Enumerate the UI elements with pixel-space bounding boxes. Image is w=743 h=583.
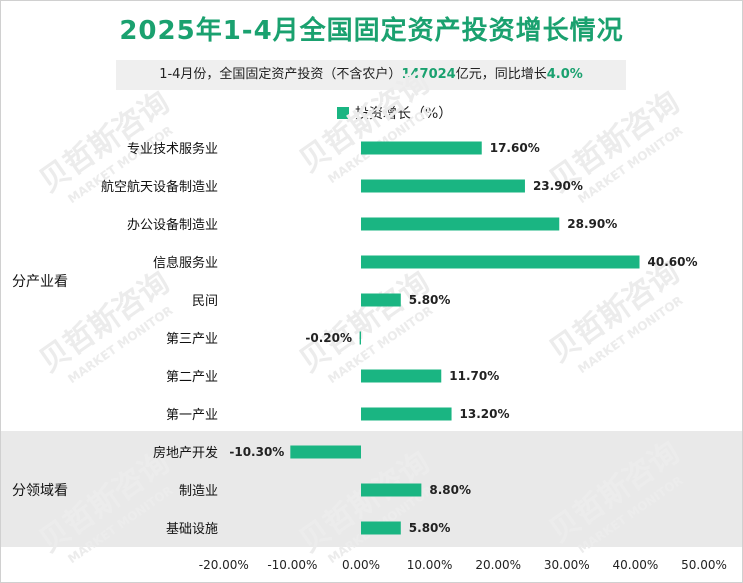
x-tick-label: -20.00% xyxy=(199,558,249,572)
subtitle-rate: 4.0% xyxy=(546,67,583,82)
bar xyxy=(361,521,401,535)
value-label: 11.70% xyxy=(449,369,499,383)
x-tick-label: 20.00% xyxy=(475,558,521,572)
value-label: 17.60% xyxy=(490,141,540,155)
value-label: 40.60% xyxy=(648,255,698,269)
x-tick-label: 0.00% xyxy=(342,558,380,572)
category-label: 制造业 xyxy=(179,484,218,499)
subtitle-amount: 147024 xyxy=(401,67,456,82)
legend-label: 投资增长（%） xyxy=(355,106,453,122)
bar xyxy=(361,217,560,231)
value-label: 5.80% xyxy=(409,293,451,307)
bar xyxy=(361,293,401,307)
value-label: 28.90% xyxy=(567,217,617,231)
category-label: 房地产开发 xyxy=(153,445,218,461)
category-label: 基础设施 xyxy=(166,522,218,537)
legend-swatch xyxy=(337,107,349,119)
x-tick-label: 30.00% xyxy=(544,558,590,572)
chart-title: 2025年1-4月全国固定资产投资增长情况 xyxy=(119,16,624,46)
bar xyxy=(361,483,422,497)
subtitle-box xyxy=(116,60,626,90)
group-label: 分产业看 xyxy=(12,274,68,290)
chart-legend: 投资增长（%） xyxy=(337,103,452,123)
x-tick-label: 40.00% xyxy=(613,558,659,572)
x-tick-label: -10.00% xyxy=(267,558,317,572)
subtitle-mid: 亿元，同比增长 xyxy=(455,67,547,82)
bar xyxy=(359,331,361,345)
bars-layer xyxy=(290,141,640,535)
x-tick-label: 50.00% xyxy=(681,558,727,572)
bar xyxy=(361,255,640,269)
group-label: 分领域看 xyxy=(12,483,68,499)
value-label: -10.30% xyxy=(229,445,284,459)
bar xyxy=(361,141,482,155)
category-label: 第三产业 xyxy=(166,332,218,347)
category-label: 第一产业 xyxy=(166,408,218,423)
subtitle-prefix: 1-4月份，全国固定资产投资（不含农户） xyxy=(159,67,402,82)
category-label: 航空航天设备制造业 xyxy=(101,179,218,195)
category-label: 第二产业 xyxy=(166,370,218,385)
category-label: 信息服务业 xyxy=(153,255,218,271)
value-label: 5.80% xyxy=(409,521,451,535)
value-labels: 17.60% 23.90% 28.90% 40.60% 5.80% -0.20% 11.70… xyxy=(229,141,697,535)
category-label: 民间 xyxy=(192,294,218,309)
x-axis-ticks: -20.00% -10.00% 0.00% 10.00% 20.00% 30.00% 40.… xyxy=(199,558,727,572)
x-tick-label: 10.00% xyxy=(407,558,453,572)
bar xyxy=(361,407,452,421)
bar xyxy=(361,369,442,383)
value-label: 13.20% xyxy=(460,407,510,421)
category-label: 专业技术服务业 xyxy=(127,141,218,157)
chart-subtitle: 1-4月份，全国固定资产投资（不含农户）147024亿元，同比增长4.0% xyxy=(116,60,626,90)
category-labels: 专业技术服务业航空航天设备制造业办公设备制造业信息服务业民间第三产业第二产业第一… xyxy=(101,141,218,537)
bar xyxy=(361,179,525,193)
value-label: 8.80% xyxy=(429,483,471,497)
category-label: 办公设备制造业 xyxy=(127,217,218,233)
value-label: -0.20% xyxy=(305,331,352,345)
bar xyxy=(290,445,361,459)
value-label: 23.90% xyxy=(533,179,583,193)
